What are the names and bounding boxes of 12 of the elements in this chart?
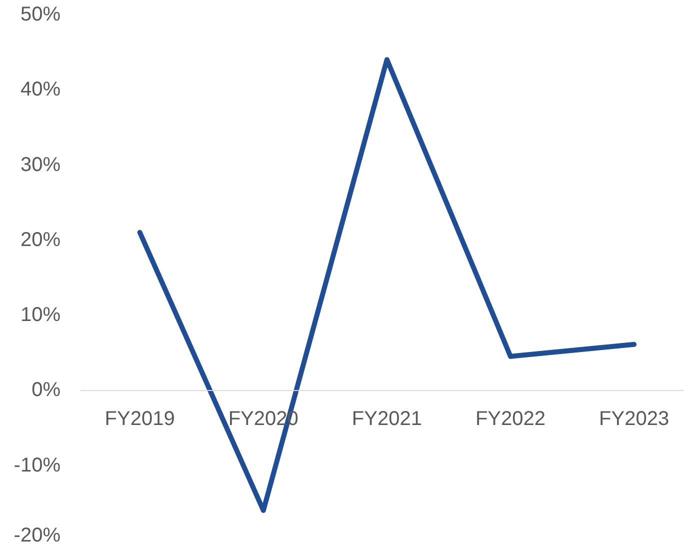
y-tick-label: 0%	[32, 379, 61, 402]
y-tick-label: 50%	[20, 4, 61, 26]
x-tick-label: FY2019	[104, 408, 175, 430]
y-tick-label: 30%	[20, 154, 61, 176]
x-tick-label: FY2023	[599, 408, 670, 430]
x-tick-label: FY2021	[352, 408, 422, 430]
y-tick-label: -20%	[14, 524, 61, 546]
y-tick-label: 40%	[20, 78, 61, 101]
y-tick-label: 10%	[20, 304, 61, 326]
x-tick-label: FY2022	[475, 408, 546, 430]
y-tick-label: -10%	[14, 454, 61, 476]
y-tick-label: 20%	[20, 228, 61, 251]
